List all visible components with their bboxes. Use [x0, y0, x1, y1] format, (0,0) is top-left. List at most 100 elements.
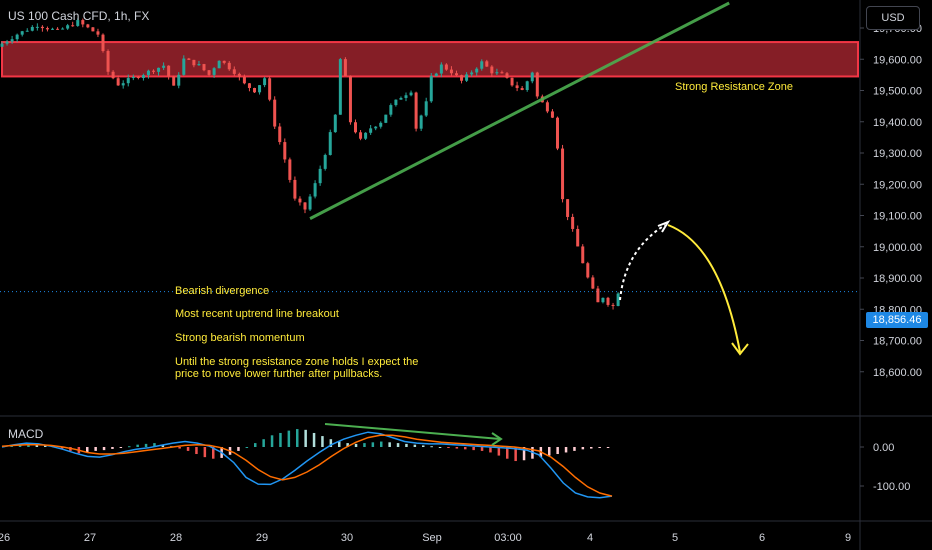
price-tick-label: 19,300.00 [873, 148, 922, 160]
macd-divergence-arrow [491, 432, 503, 446]
candle-body [232, 69, 236, 74]
macd-histogram-bar [144, 443, 148, 447]
candle-body [545, 102, 549, 112]
macd-histogram-bar [573, 447, 576, 451]
candle-body [313, 183, 317, 197]
candle-body [374, 126, 378, 129]
time-tick-label: 27 [84, 532, 96, 544]
candle-body [556, 117, 559, 149]
candle-body [45, 28, 49, 30]
candle-body [616, 293, 620, 306]
macd-histogram-bar [422, 445, 425, 447]
candle-body [369, 128, 373, 133]
candle-body [424, 101, 428, 116]
candle-body [490, 66, 494, 74]
candle-body [419, 115, 423, 129]
projection-arrow-head [731, 342, 749, 356]
candle-body [338, 59, 342, 115]
candle-body [111, 71, 115, 79]
candle-body [298, 198, 302, 203]
candle-body [444, 64, 448, 70]
last-price-label: 18,856.46 [866, 312, 928, 328]
candle-body [318, 168, 322, 184]
candle-body [530, 72, 534, 82]
macd-histogram-bar [60, 447, 64, 449]
signal-line [1, 434, 613, 497]
candle-body [364, 132, 368, 139]
macd-histogram-bar [136, 444, 139, 447]
macd-histogram-bar [581, 447, 585, 450]
candle-body [535, 72, 539, 97]
macd-histogram-bar [35, 444, 39, 447]
candle-body [136, 76, 140, 78]
candle-body [439, 64, 443, 74]
candle-body [35, 26, 39, 28]
macd-histogram-bar [128, 446, 131, 448]
candle-body [25, 30, 29, 32]
candle-body [96, 31, 100, 35]
price-tick-label: 18,900.00 [873, 273, 922, 285]
time-tick-label: Sep [422, 532, 442, 544]
macd-histogram-bar [203, 447, 207, 458]
macd-histogram-bar [321, 436, 324, 447]
macd-histogram-bar [346, 443, 349, 447]
pullback-arrow-head [657, 219, 671, 233]
candle-body [475, 68, 479, 73]
time-tick-label: 30 [341, 532, 353, 544]
candle-body [328, 132, 332, 155]
note-breakout: Most recent uptrend line breakout [175, 308, 339, 320]
macd-tick-label: 0.00 [873, 442, 894, 454]
time-tick-label: 4 [587, 532, 593, 544]
macd-histogram-bar [396, 443, 400, 447]
candle-body [515, 85, 519, 89]
candle-body [308, 196, 312, 210]
macd-histogram-bar [606, 447, 610, 448]
candle-body [253, 87, 256, 93]
resistance-zone [1, 41, 859, 78]
candle-body [571, 216, 575, 229]
macd-histogram-bar [212, 447, 215, 459]
candle-body [525, 81, 529, 91]
macd-histogram-bar [270, 435, 274, 447]
macd-histogram-bar [18, 444, 22, 447]
macd-histogram-bar [590, 447, 593, 449]
macd-histogram-bar [178, 447, 181, 449]
candle-body [227, 62, 231, 70]
candle-body [20, 31, 24, 35]
macd-histogram-bar [312, 432, 316, 447]
candle-body [61, 28, 65, 30]
macd-histogram-bar [556, 447, 559, 455]
candle-body [354, 122, 357, 133]
time-tick-label: 28 [170, 532, 182, 544]
candle-body [389, 105, 393, 115]
macd-histogram-bar [522, 447, 526, 461]
candle-body [561, 148, 565, 200]
symbol-title: US 100 Cash CFD, 1h, FX [8, 9, 150, 23]
candle-body [414, 92, 418, 129]
macd-histogram-bar [472, 447, 475, 451]
candle-body [495, 72, 499, 74]
macd-histogram-bar [102, 447, 106, 451]
currency-button[interactable]: USD [866, 6, 920, 30]
candle-body [40, 26, 44, 29]
pullback-arrow [619, 224, 666, 301]
candle-body [56, 28, 60, 30]
macd-histogram-bar [186, 447, 190, 451]
price-tick-label: 19,100.00 [873, 211, 922, 223]
candle-body [591, 277, 595, 289]
projection-arrow [667, 224, 741, 353]
candle-body [581, 246, 585, 264]
candle-body [152, 70, 155, 72]
candle-body [480, 61, 484, 69]
macd-histogram-bar [94, 447, 97, 451]
candle-body [126, 78, 130, 84]
macd-histogram-bar [464, 447, 467, 450]
price-tick-label: 18,700.00 [873, 336, 922, 348]
candle-body [197, 64, 201, 66]
note-expectation-line1: Until the strong resistance zone holds I… [175, 356, 419, 368]
macd-histogram-bar [161, 444, 165, 447]
macd-histogram-bar [195, 447, 198, 455]
candle-body [217, 60, 221, 69]
candle-body [121, 83, 125, 86]
